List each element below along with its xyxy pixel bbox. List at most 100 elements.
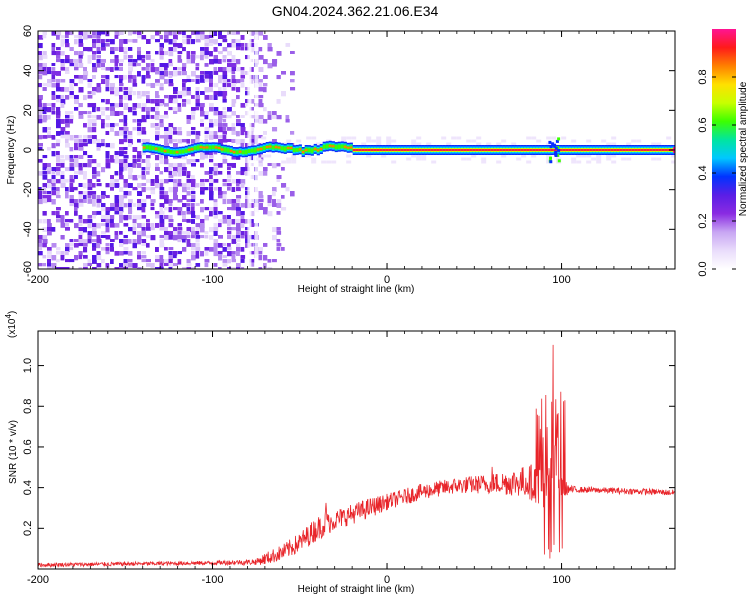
heatmap-noise-cell [146, 67, 150, 71]
heatmap-noise-cell [123, 123, 128, 127]
heatmap-noise-cell [87, 103, 93, 108]
heatmap-noise-cell [38, 115, 42, 119]
heatmap-haze-cell [476, 142, 482, 146]
heatmap-haze-cell [521, 154, 527, 158]
heatmap-noise-cell [137, 127, 142, 132]
heatmap-noise-cell [195, 79, 200, 84]
heatmap-noise-cell [209, 103, 214, 108]
heatmap-haze-cell [496, 160, 502, 164]
heatmap-noise-cell [83, 255, 88, 259]
heatmap-noise-cell [240, 259, 245, 263]
heatmap-noise-cell [245, 135, 250, 138]
heatmap-noise-cell [56, 167, 61, 172]
heatmap-noise-cell [87, 111, 92, 115]
heatmap-noise-cell [240, 67, 245, 71]
heatmap-noise-cell [65, 211, 69, 216]
heatmap-carrier-core [544, 149, 548, 151]
heatmap-noise-cell [78, 111, 84, 116]
heatmap-noise-cell [227, 83, 232, 88]
heatmap-noise-cell [285, 119, 290, 123]
heatmap-haze-cell [376, 136, 382, 140]
heatmap-noise-cell [105, 99, 110, 105]
heatmap-noise-cell [177, 127, 182, 131]
heatmap-noise-cell [92, 243, 97, 249]
heatmap-noise-cell [222, 55, 227, 59]
heatmap-noise-cell [105, 143, 111, 148]
heatmap-noise-cell [132, 231, 137, 235]
heatmap-noise-cell [38, 147, 43, 150]
heatmap-noise-cell [177, 227, 183, 231]
heatmap-noise-cell [195, 103, 201, 107]
heatmap-noise-cell [213, 47, 218, 52]
heatmap-carrier-mid [211, 145, 215, 150]
heatmap-noise-cell [105, 247, 110, 251]
heatmap-noise-cell [146, 83, 151, 87]
heatmap-noise-cell [231, 83, 237, 87]
heatmap-noise-cell [56, 119, 61, 124]
heatmap-noise-cell [209, 155, 214, 159]
heatmap-noise-cell [87, 139, 92, 144]
heatmap-noise-cell [47, 115, 51, 120]
heatmap-noise-cell [110, 259, 114, 264]
heatmap-carrier-core [601, 149, 605, 151]
heatmap-noise-cell [182, 67, 186, 72]
heatmap-noise-cell [204, 95, 210, 100]
heatmap-noise-cell [249, 243, 254, 247]
heatmap-noise-cell [60, 51, 65, 56]
heatmap-noise-cell [87, 159, 93, 164]
heatmap-noise-cell [168, 135, 173, 141]
heatmap-noise-cell [267, 63, 273, 69]
heatmap-noise-cell [159, 223, 165, 228]
heatmap-noise-cell [191, 71, 196, 77]
heatmap-noise-cell [47, 163, 51, 168]
heatmap-noise-cell [92, 67, 98, 73]
heatmap-noise-cell [74, 99, 79, 105]
heatmap-haze-cell [456, 136, 462, 140]
heatmap-noise-cell [137, 123, 142, 127]
heatmap-noise-cell [128, 175, 133, 180]
heatmap-noise-cell [56, 215, 61, 219]
heatmap-noise-cell [74, 211, 78, 216]
heatmap-noise-cell [65, 227, 70, 231]
heatmap-noise-cell [290, 131, 295, 135]
heatmap-noise-cell [74, 171, 79, 175]
heatmap-carrier-core [190, 148, 194, 151]
heatmap-noise-cell [168, 179, 174, 183]
heatmap-noise-cell [83, 219, 88, 224]
heatmap-noise-cell [119, 159, 124, 164]
heatmap-carrier-mid [247, 149, 251, 154]
heatmap-noise-cell [213, 179, 219, 183]
heatmap-noise-cell [155, 211, 160, 215]
heatmap-carrier-core [553, 149, 557, 151]
heatmap-noise-cell [69, 159, 75, 163]
heatmap-noise-cell [209, 83, 213, 87]
heatmap-noise-cell [200, 91, 205, 95]
heatmap-noise-cell [263, 263, 267, 269]
heatmap-noise-cell [38, 111, 42, 116]
heatmap-noise-cell [38, 191, 43, 197]
heatmap-noise-cell [92, 211, 97, 216]
heatmap-haze-cell [576, 154, 582, 158]
heatmap-noise-cell [110, 123, 115, 128]
heatmap-noise-cell [87, 183, 92, 188]
heatmap-noise-cell [110, 59, 115, 63]
heatmap-noise-cell [195, 135, 200, 141]
heatmap-noise-cell [213, 119, 218, 124]
heatmap-noise-cell [65, 223, 69, 227]
heatmap-burst-cell [557, 137, 561, 141]
heatmap-noise-cell [222, 79, 228, 84]
heatmap-haze-cell [386, 136, 392, 140]
heatmap-noise-cell [146, 75, 151, 79]
heatmap-noise-cell [137, 251, 141, 257]
heatmap-noise-cell [209, 179, 214, 185]
heatmap-noise-cell [69, 247, 74, 251]
heatmap-noise-cell [245, 195, 250, 199]
heatmap-noise-cell [209, 123, 214, 128]
heatmap-haze-cell [576, 160, 582, 164]
heatmap-haze-cell [496, 142, 502, 146]
heatmap-noise-cell [92, 51, 97, 55]
heatmap-noise-cell [114, 67, 119, 71]
heatmap-noise-cell [159, 215, 164, 221]
heatmap-noise-cell [195, 223, 201, 229]
